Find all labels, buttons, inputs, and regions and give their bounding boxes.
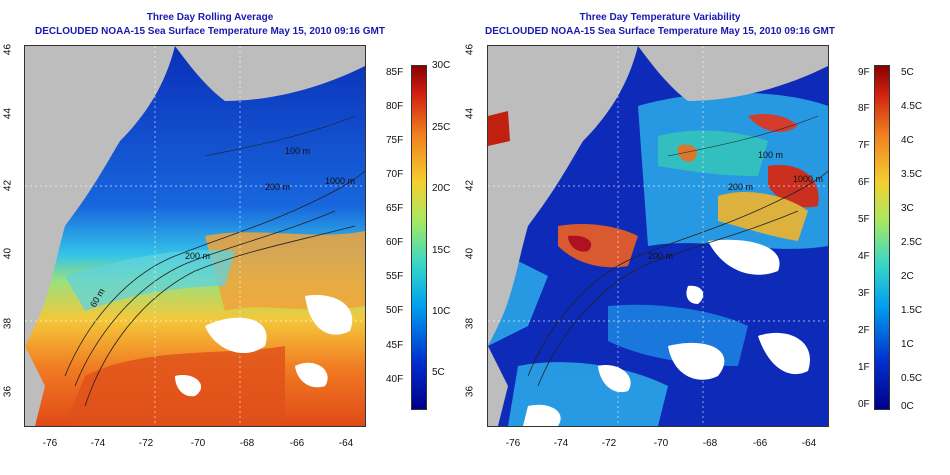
lon-tick: -66: [289, 438, 305, 449]
lon-tick: -74: [553, 438, 569, 449]
lon-tick: -64: [338, 438, 354, 449]
cb-f-label: 4F: [858, 251, 870, 262]
right-colorbar: [874, 65, 890, 410]
left-title-line1: Three Day Rolling Average: [146, 12, 274, 23]
lat-tick: 40: [2, 247, 14, 260]
cb-f-label: 3F: [858, 288, 870, 299]
cb-f-label: 8F: [858, 103, 870, 114]
left-map-graphic: 100 m 200 m 1000 m 200 m 60 m: [25, 46, 365, 426]
cb-c-label: 3C: [901, 203, 914, 214]
cb-f-label: 1F: [858, 362, 870, 373]
cb-c-label: 30C: [432, 60, 451, 71]
lon-tick: -72: [601, 438, 617, 449]
left-sst-map: 100 m 200 m 1000 m 200 m 60 m: [24, 45, 366, 427]
cb-c-label: 5C: [901, 67, 914, 78]
cb-c-label: 0.5C: [901, 373, 923, 384]
cb-c-label: 25C: [432, 122, 451, 133]
lat-tick: 38: [464, 317, 476, 330]
cb-c-label: 10C: [432, 306, 451, 317]
cb-c-label: 3.5C: [901, 169, 923, 180]
lon-tick: -74: [90, 438, 106, 449]
lat-tick: 42: [2, 179, 14, 192]
cb-f-label: 60F: [386, 237, 404, 248]
cb-f-label: 2F: [858, 325, 870, 336]
cb-c-label: 20C: [432, 183, 451, 194]
right-variability-map: 100 m 200 m 1000 m 200 m: [487, 45, 829, 427]
left-contour-label-2: 200 m: [265, 182, 290, 192]
lon-tick: -66: [752, 438, 768, 449]
lat-tick: 36: [464, 385, 476, 398]
cb-f-label: 40F: [386, 374, 404, 385]
left-colorbar: [411, 65, 427, 410]
left-contour-label-4: 200 m: [185, 251, 210, 261]
lat-tick: 44: [464, 107, 476, 120]
right-title-line2: DECLOUDED NOAA-15 Sea Surface Temperatur…: [485, 26, 835, 37]
cb-f-label: 75F: [386, 135, 404, 146]
right-contour-label-1: 100 m: [758, 150, 783, 160]
lon-tick: -68: [702, 438, 718, 449]
cb-c-label: 5C: [432, 367, 445, 378]
cb-f-label: 7F: [858, 140, 870, 151]
lat-tick: 44: [2, 107, 14, 120]
lon-tick: -64: [801, 438, 817, 449]
cb-c-label: 0C: [901, 401, 914, 412]
cb-f-label: 9F: [858, 67, 870, 78]
cb-f-label: 70F: [386, 169, 404, 180]
cb-c-label: 2C: [901, 271, 914, 282]
cb-c-label: 15C: [432, 245, 451, 256]
lat-tick: 42: [464, 179, 476, 192]
cb-c-label: 2.5C: [901, 237, 923, 248]
lon-tick: -70: [190, 438, 206, 449]
lon-tick: -70: [653, 438, 669, 449]
cb-f-label: 85F: [386, 67, 404, 78]
right-contour-label-3: 1000 m: [793, 174, 823, 184]
left-contour-label-3: 1000 m: [325, 176, 355, 186]
right-contour-label-2: 200 m: [728, 182, 753, 192]
cb-f-label: 50F: [386, 305, 404, 316]
cb-f-label: 6F: [858, 177, 870, 188]
right-panel-title: Three Day Temperature Variability DECLOU…: [470, 11, 850, 39]
right-contour-label-4: 200 m: [648, 251, 673, 261]
lon-tick: -76: [505, 438, 521, 449]
cb-f-label: 55F: [386, 271, 404, 282]
right-map-graphic: 100 m 200 m 1000 m 200 m: [488, 46, 828, 426]
cb-c-label: 4.5C: [901, 101, 923, 112]
cb-f-label: 65F: [386, 203, 404, 214]
lon-tick: -68: [239, 438, 255, 449]
cb-f-label: 45F: [386, 340, 404, 351]
left-title-line2: DECLOUDED NOAA-15 Sea Surface Temperatur…: [35, 26, 385, 37]
lat-tick: 36: [2, 385, 14, 398]
lon-tick: -76: [42, 438, 58, 449]
left-panel-title: Three Day Rolling Average DECLOUDED NOAA…: [20, 11, 400, 39]
lon-tick: -72: [138, 438, 154, 449]
cb-c-label: 1.5C: [901, 305, 923, 316]
cb-c-label: 4C: [901, 135, 914, 146]
cb-c-label: 1C: [901, 339, 914, 350]
left-contour-label-1: 100 m: [285, 146, 310, 156]
right-title-line1: Three Day Temperature Variability: [579, 12, 741, 23]
cb-f-label: 80F: [386, 101, 404, 112]
lat-tick: 46: [2, 43, 14, 56]
cb-f-label: 5F: [858, 214, 870, 225]
cb-f-label: 0F: [858, 399, 870, 410]
lat-tick: 38: [2, 317, 14, 330]
lat-tick: 46: [464, 43, 476, 56]
lat-tick: 40: [464, 247, 476, 260]
